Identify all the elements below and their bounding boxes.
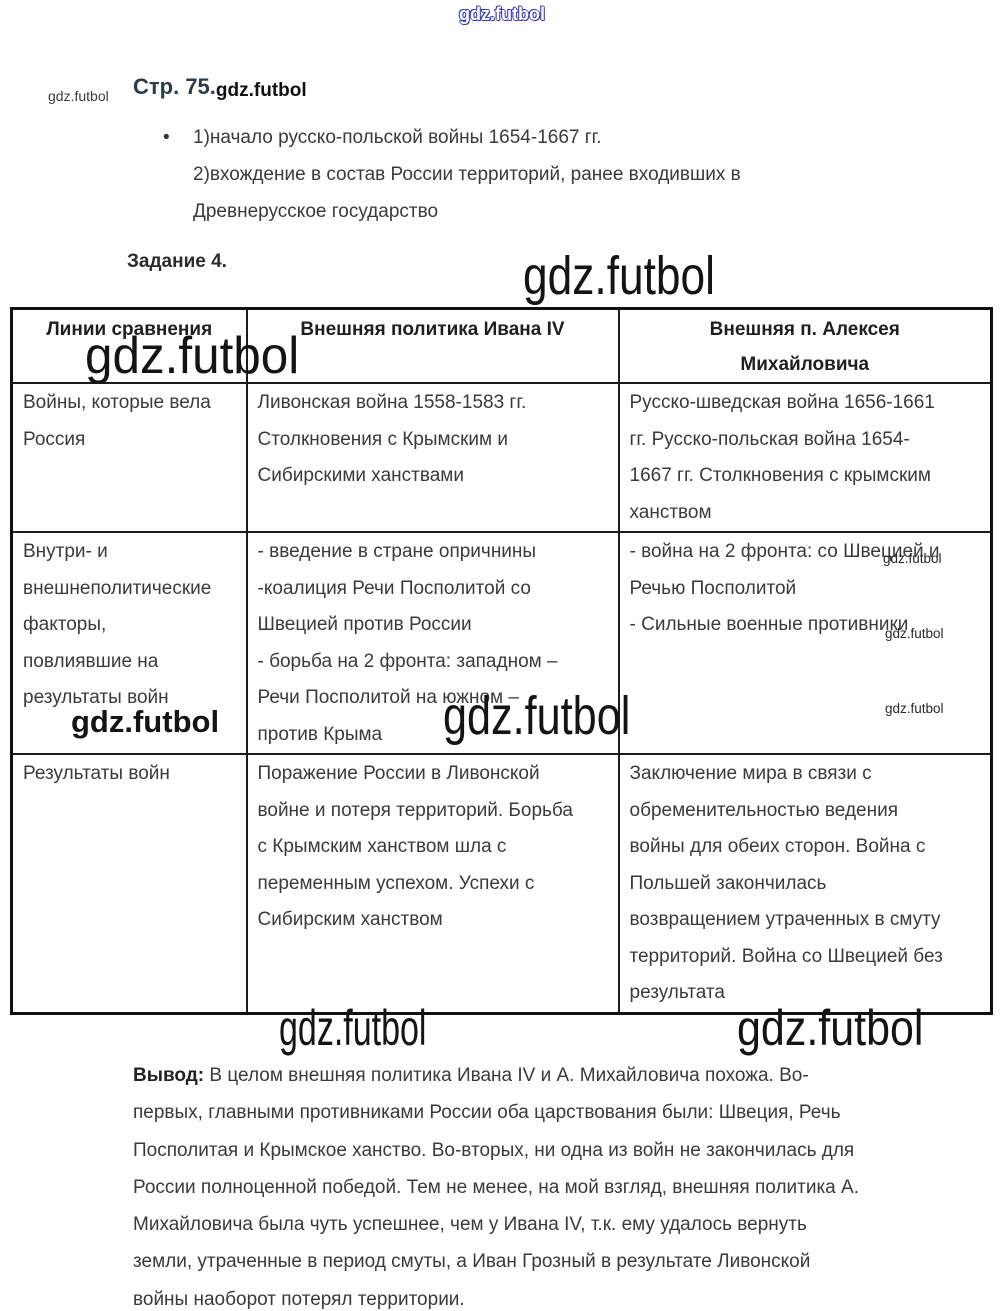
table-row: Внутри- и внешнеполитические факторы, по… (10, 531, 993, 755)
watermark-top: gdz.futbol (459, 4, 545, 24)
bullet-marker: • (163, 127, 170, 148)
table-header-ivan-iv: Внешняя политика Ивана IV (245, 307, 620, 384)
table-cell-factors-alexey: - война на 2 фронта: со Швецией и Речью … (617, 531, 993, 755)
table-cell-results-alexey: Заключение мира в связи с обременительно… (617, 753, 993, 1014)
conclusion-text: В целом внешняя политика Ивана IV и А. М… (133, 1065, 859, 1310)
table-header-alexey: Внешняя п. Алексея Михайловича (617, 307, 993, 384)
comparison-table: Линии сравнения Внешняя политика Ивана I… (10, 307, 993, 1015)
table-header-comparison-lines: Линии сравнения (10, 307, 248, 384)
table-row: Результаты войн Поражение России в Ливон… (10, 753, 993, 1014)
table-cell-wars-alexey: Русско-шведская война 1656-1661 гг. Русс… (617, 382, 993, 533)
table-cell-factors-label: Внутри- и внешнеполитические факторы, по… (10, 531, 248, 755)
watermark-row2-right-1: gdz.futbol (883, 551, 942, 566)
table-cell-factors-ivan: - введение в стране опричнины -коалиция … (245, 531, 620, 755)
task-heading: Задание 4. (127, 251, 227, 272)
watermark-below-table-left: gdz.futbol (279, 1000, 427, 1056)
watermark-task-row: gdz.futbol (523, 246, 716, 306)
conclusion-label: Вывод: (133, 1065, 205, 1086)
watermark-row2-left: gdz.futbol (71, 704, 220, 739)
watermark-after-heading: gdz.futbol (215, 80, 307, 101)
watermark-table-header: gdz.futbol (85, 327, 300, 385)
page-heading-text: Стр. 75. (133, 74, 216, 99)
watermark-below-table-right: gdz.futbol (737, 1000, 924, 1056)
table-header-row: Линии сравнения Внешняя политика Ивана I… (10, 307, 993, 384)
page-heading: Стр. 75.gdz.futbol (133, 74, 307, 101)
answer-bullet-list: • 1)начало русско-польской войны 1654-16… (163, 119, 741, 230)
table-cell-wars-label: Войны, которые вела Россия (10, 382, 248, 533)
table-cell-wars-ivan: Ливонская война 1558-1583 гг. Столкновен… (245, 382, 620, 533)
watermark-row2-center: gdz.futbol (443, 686, 631, 746)
table-cell-results-label: Результаты войн (10, 753, 248, 1014)
bullet-item-text: 1)начало русско-польской войны 1654-1667… (193, 127, 741, 222)
conclusion-paragraph: Вывод: В целом внешняя политика Ивана IV… (133, 1057, 963, 1311)
watermark-row2-right-2: gdz.futbol (885, 626, 944, 641)
table-row: Войны, которые вела Россия Ливонская вой… (10, 382, 993, 533)
watermark-page-left: gdz.futbol (48, 88, 109, 104)
table-cell-results-ivan: Поражение России в Ливонской войне и пот… (245, 753, 620, 1014)
watermark-row2-right-3: gdz.futbol (885, 701, 944, 716)
